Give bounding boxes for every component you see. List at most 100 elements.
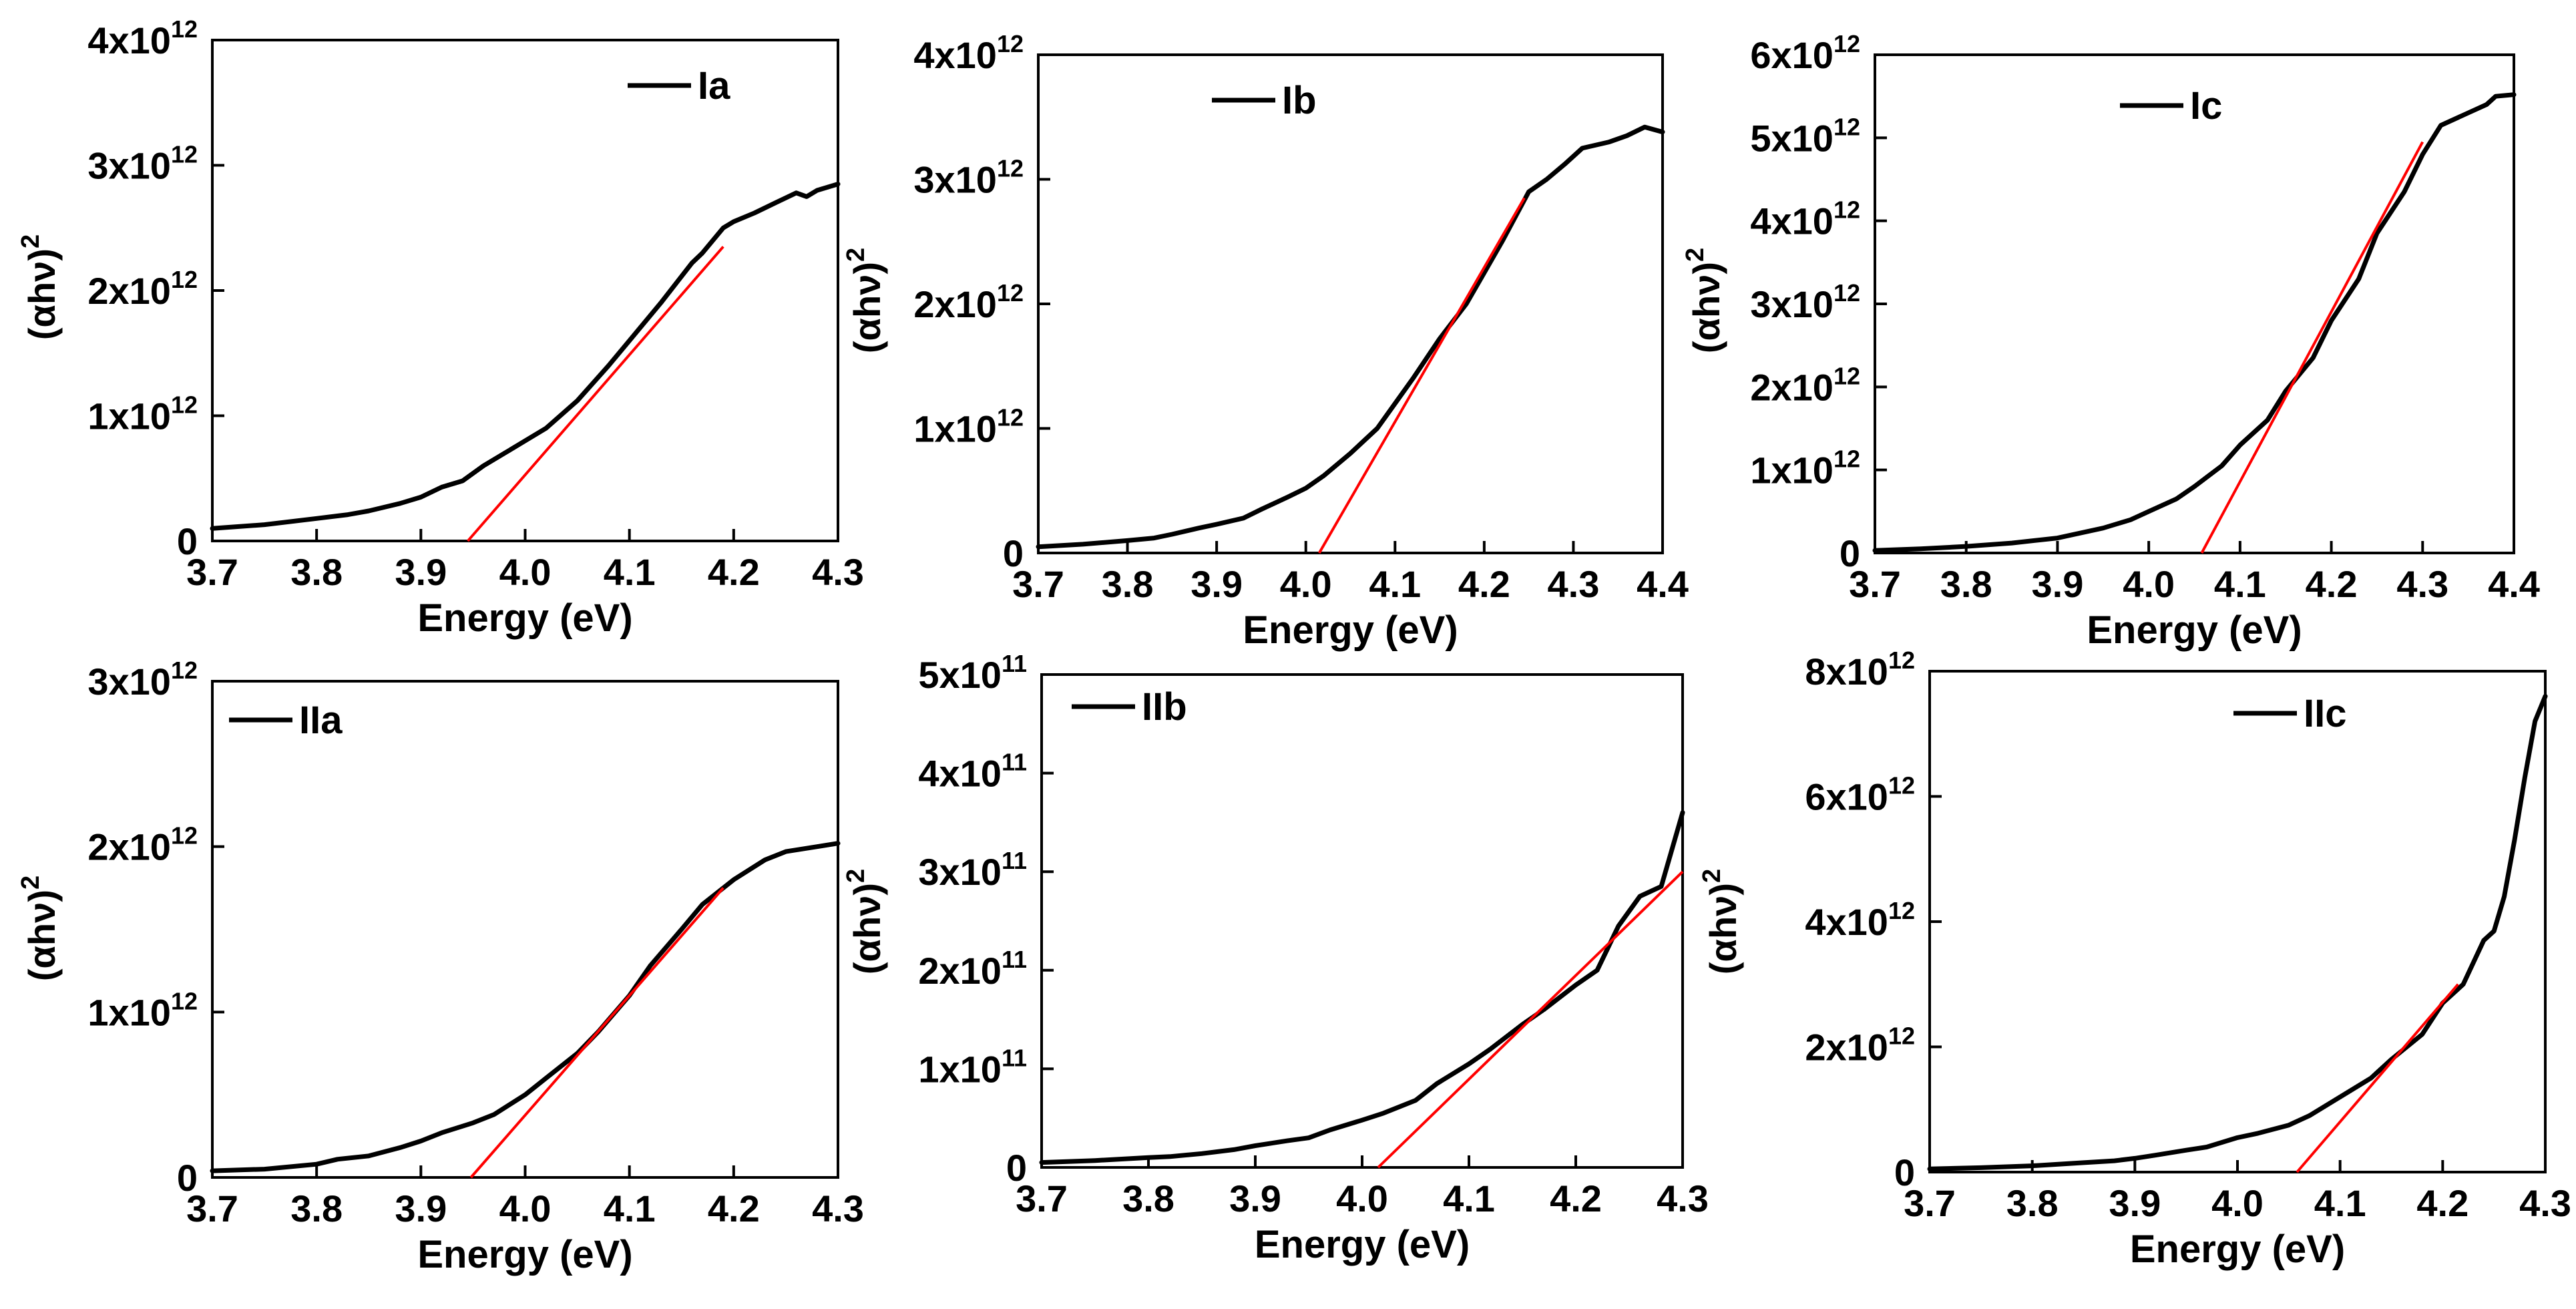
y-tick-label: 3x1012 <box>87 657 198 703</box>
plot-frame <box>211 680 839 1179</box>
y-tick-label: 1x1011 <box>918 1044 1027 1090</box>
data-curve-iia <box>210 841 841 1173</box>
y-tick-label: 2x1011 <box>918 946 1027 992</box>
y-tick-label: 2x1012 <box>87 822 198 868</box>
x-tick-label: 3.9 <box>2031 563 2083 605</box>
x-tick-label: 3.9 <box>2109 1182 2161 1224</box>
linear-fit-line <box>1318 197 1526 554</box>
x-tick-label: 3.7 <box>1016 1177 1068 1220</box>
linear-fit-line <box>467 246 724 542</box>
data-curve-ic <box>1872 92 2517 553</box>
x-tick-label: 4.0 <box>499 551 552 593</box>
y-axis-title: (αhν)2 <box>17 234 63 340</box>
y-tick-label: 4x1012 <box>1750 196 1860 242</box>
x-tick-label: 3.8 <box>2006 1182 2059 1224</box>
x-tick-label: 4.1 <box>604 1187 656 1230</box>
x-tick-label: 3.8 <box>290 1187 343 1230</box>
plot-frame <box>1040 673 1684 1169</box>
data-curve-iib <box>1039 810 1685 1165</box>
y-tick-label: 0 <box>1840 532 1860 574</box>
legend-label: Ic <box>2190 84 2222 128</box>
y-tick-label: 2x1012 <box>1805 1022 1915 1069</box>
x-tick-label: 3.9 <box>1191 563 1243 605</box>
x-tick-label: 4.3 <box>812 551 864 593</box>
x-tick-label: 3.8 <box>1102 563 1154 605</box>
y-tick-label: 4x1011 <box>918 749 1027 795</box>
x-axis-title: Energy (eV) <box>417 1233 632 1276</box>
y-tick-label: 3x1011 <box>918 847 1027 893</box>
x-tick-label: 4.3 <box>1547 563 1599 605</box>
legend-label: IIb <box>1142 685 1187 729</box>
x-axis-title: Energy (eV) <box>2130 1228 2345 1271</box>
x-axis-title: Energy (eV) <box>417 596 632 640</box>
x-tick-label: 3.9 <box>395 551 447 593</box>
plot-frame <box>1037 53 1664 554</box>
x-tick-label: 4.3 <box>812 1187 864 1230</box>
x-tick-label: 4.4 <box>1637 563 1689 605</box>
panel-iic: 3.7 3.8 3.9 4.0 4.1 4.2 4.3 0 2x1012 4x1012 6x1012… <box>1698 646 2571 1271</box>
y-tick-label: 3x1012 <box>1750 279 1860 325</box>
y-axis-title: (αhν)2 <box>17 876 63 981</box>
x-tick-label: 4.1 <box>1369 563 1421 605</box>
y-axis-title: (αhν)2 <box>842 248 888 353</box>
x-tick-label: 3.7 <box>186 1187 238 1230</box>
x-tick-label: 3.7 <box>1012 563 1064 605</box>
y-tick-label: 6x1012 <box>1805 772 1915 818</box>
x-tick-label: 3.8 <box>290 551 343 593</box>
y-tick-label: 0 <box>177 1157 198 1199</box>
y-axis-title: (αhν)2 <box>1698 869 1744 974</box>
x-tick-label: 4.0 <box>2123 563 2175 605</box>
y-tick-label: 1x1012 <box>87 987 198 1033</box>
x-tick-label: 4.2 <box>1458 563 1510 605</box>
x-tick-label: 4.1 <box>1443 1177 1495 1220</box>
linear-fit-line <box>2200 141 2424 554</box>
legend-label: IIc <box>2304 692 2347 735</box>
x-axis-title: Energy (eV) <box>2087 608 2302 652</box>
y-tick-label: 3x1012 <box>87 141 198 187</box>
y-axis-title: (αhν)2 <box>842 869 888 974</box>
linear-fit-line <box>469 887 724 1179</box>
x-tick-label: 4.0 <box>1336 1177 1388 1220</box>
linear-fit-line <box>2296 983 2459 1173</box>
x-tick-label: 4.2 <box>708 551 760 593</box>
y-tick-label: 4x1012 <box>87 15 198 61</box>
y-tick-label: 8x1012 <box>1805 646 1915 693</box>
panel-iib: 3.7 3.8 3.9 4.0 4.1 4.2 4.3 0 1x1011 2x1011 3x1011… <box>842 650 1709 1266</box>
x-tick-label: 3.9 <box>1229 1177 1281 1220</box>
x-tick-label: 4.2 <box>708 1187 760 1230</box>
y-axis-title: (αhν)2 <box>1681 248 1727 353</box>
panel-iia: 3.7 3.8 3.9 4.0 4.1 4.2 4.3 0 1x1012 2x1012 3x1012… <box>17 657 864 1276</box>
x-tick-label: 4.1 <box>2314 1182 2366 1224</box>
data-curve-ia <box>210 182 841 531</box>
x-tick-label: 4.3 <box>2396 563 2448 605</box>
data-curve-ib <box>1036 124 1665 550</box>
x-tick-label: 4.2 <box>2416 1182 2468 1224</box>
y-tick-label: 0 <box>1003 532 1024 574</box>
y-tick-label: 0 <box>1006 1147 1027 1189</box>
x-tick-label: 3.7 <box>1849 563 1901 605</box>
y-tick-label: 2x1012 <box>913 279 1024 325</box>
legend-label: Ia <box>698 64 730 108</box>
y-tick-label: 6x1012 <box>1750 30 1860 76</box>
x-tick-label: 3.9 <box>395 1187 447 1230</box>
legend-label: Ib <box>1282 79 1317 122</box>
plot-frame <box>1928 670 2547 1173</box>
x-tick-label: 4.1 <box>2214 563 2266 605</box>
y-tick-label: 4x1012 <box>913 30 1024 76</box>
panel-ib: 3.7 3.8 3.9 4.0 4.1 4.2 4.3 4.4 0 1x1012 2x1012 3x1… <box>842 30 1689 652</box>
x-tick-label: 4.3 <box>1657 1177 1709 1220</box>
x-tick-label: 4.3 <box>2519 1182 2571 1224</box>
plot-frame <box>1874 53 2515 554</box>
legend-label: IIa <box>299 699 343 742</box>
y-tick-label: 1x1012 <box>913 404 1024 450</box>
x-axis-title: Energy (eV) <box>1243 608 1458 652</box>
y-tick-label: 1x1012 <box>87 391 198 437</box>
y-tick-label: 4x1012 <box>1805 897 1915 943</box>
x-tick-label: 3.8 <box>1122 1177 1174 1220</box>
y-tick-label: 3x1012 <box>913 155 1024 201</box>
x-tick-label: 4.0 <box>499 1187 552 1230</box>
y-tick-label: 0 <box>1894 1151 1915 1193</box>
y-tick-label: 2x1012 <box>1750 362 1860 408</box>
x-tick-label: 4.0 <box>1280 563 1332 605</box>
